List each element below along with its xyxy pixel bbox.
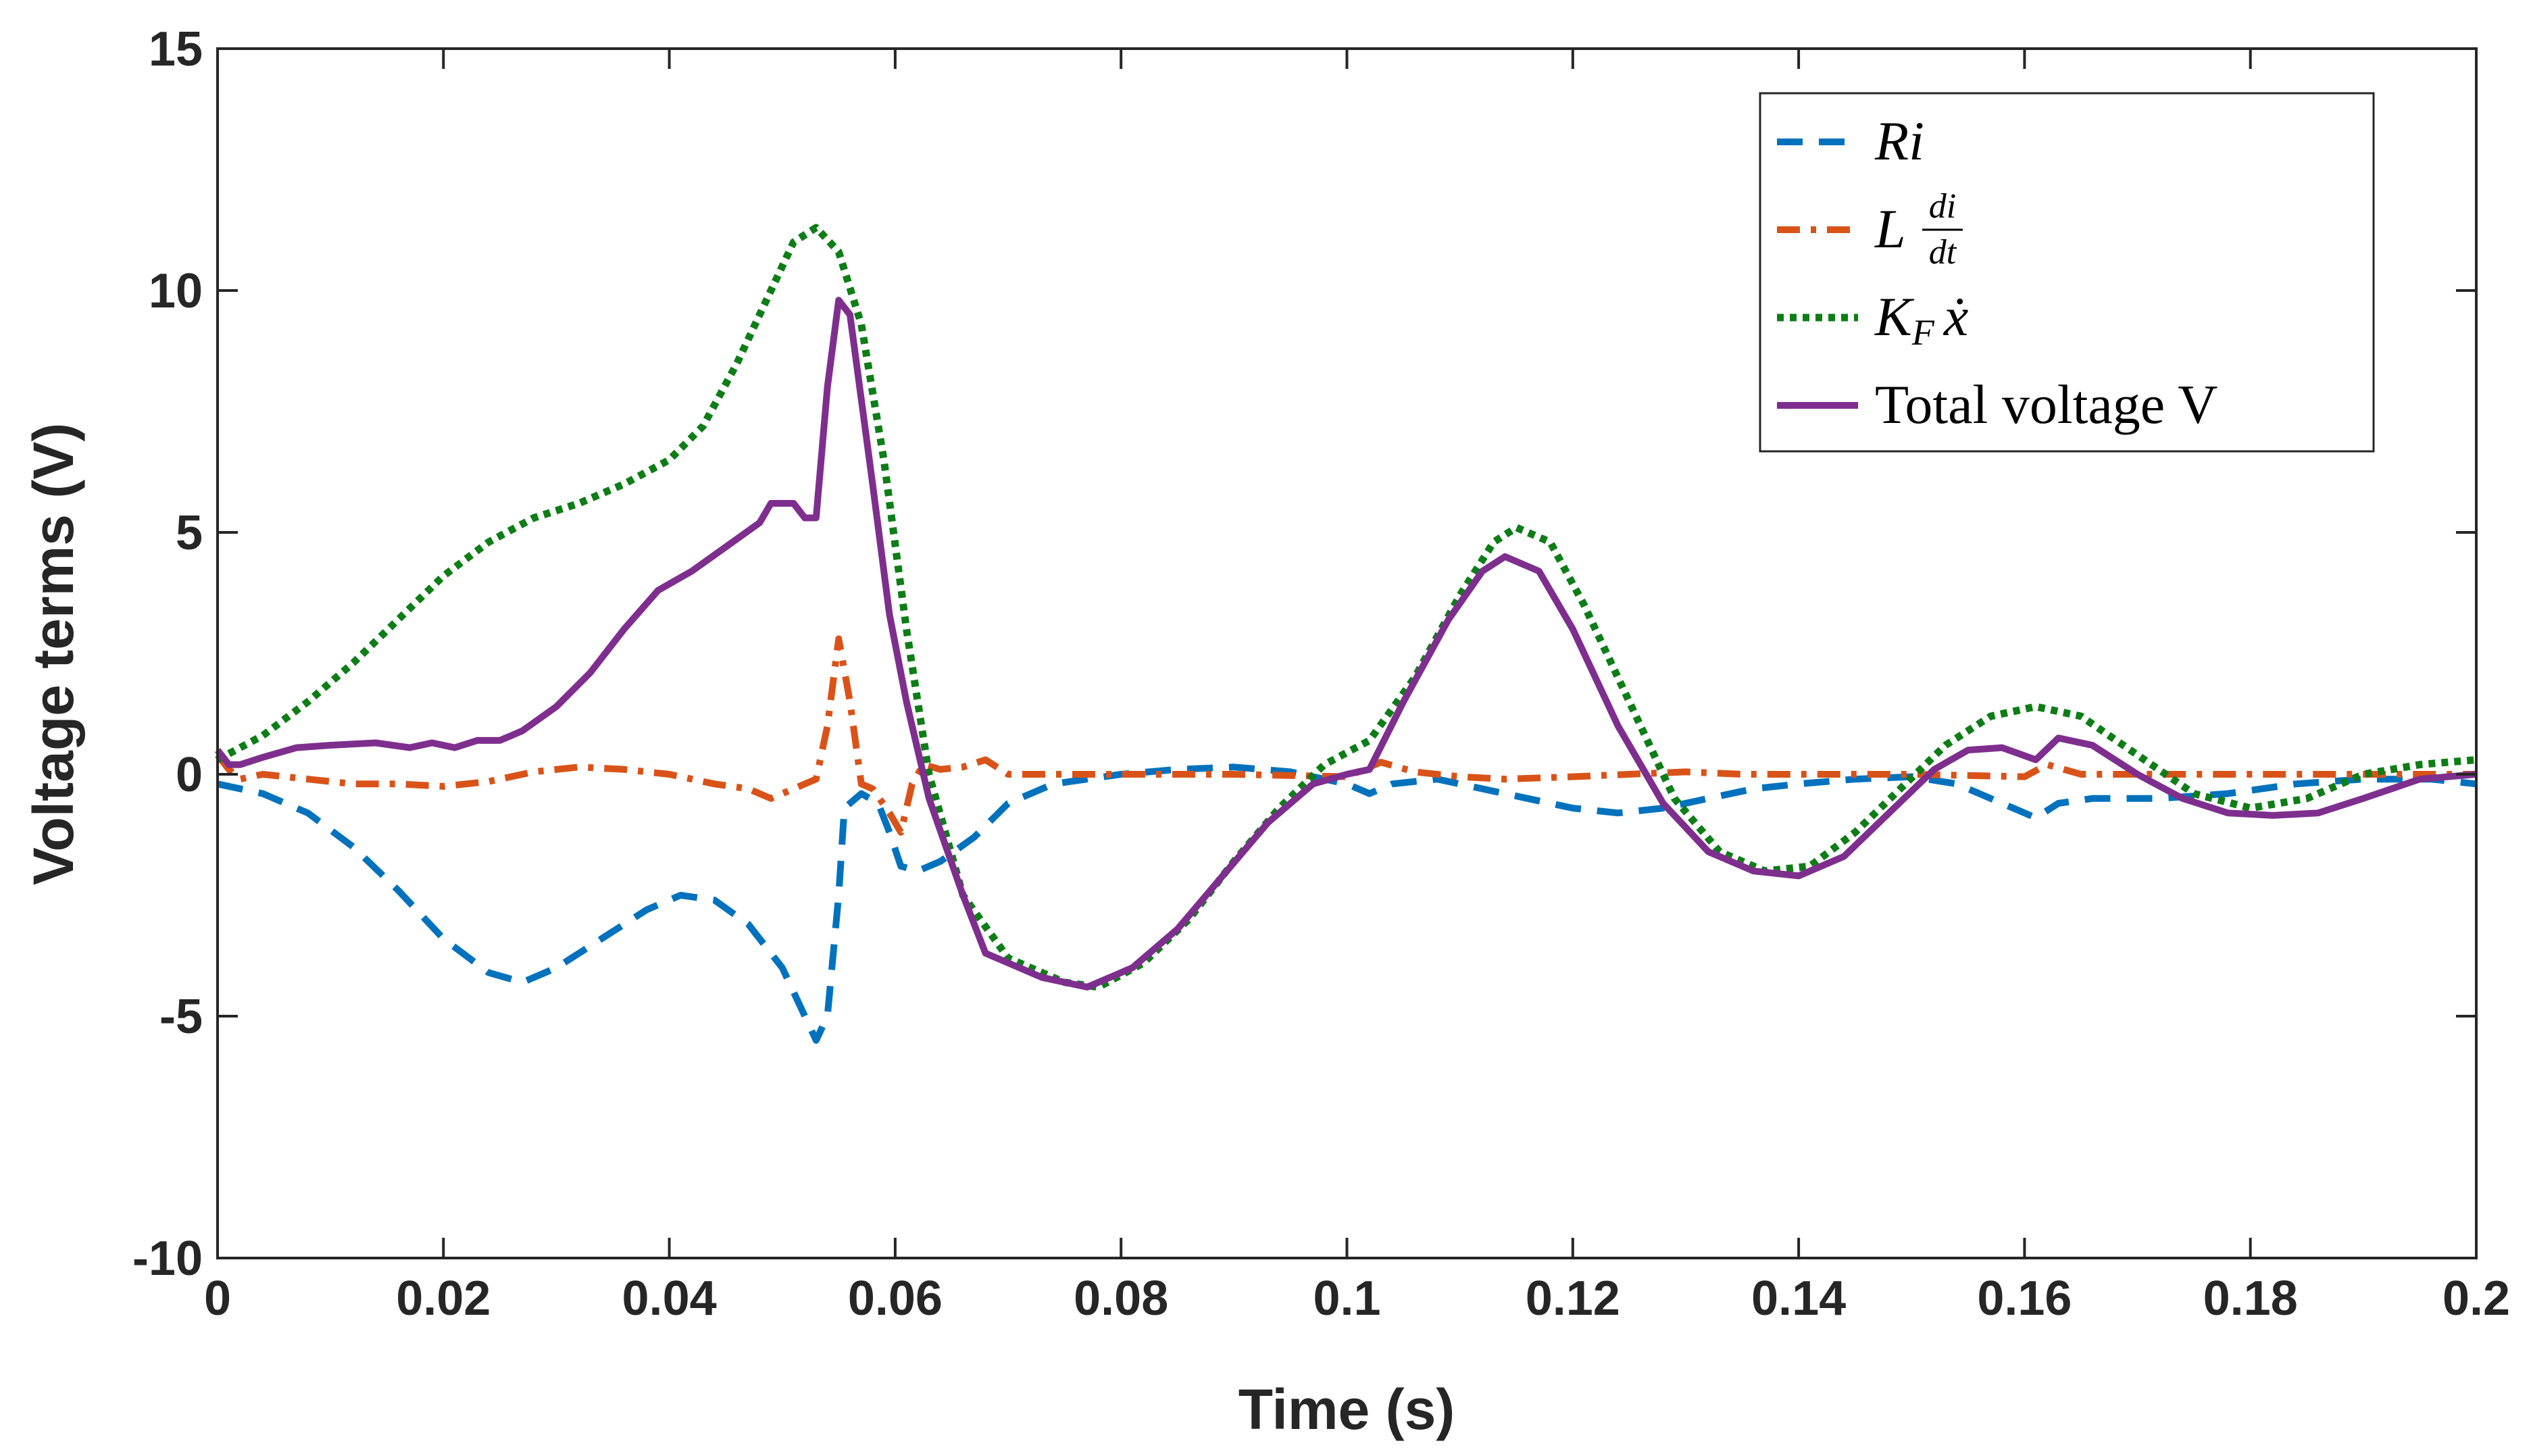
legend-label-ldidt-denominator: dt [1929,233,1957,272]
y-axis: -10 -5 0 5 10 15 [132,22,2476,1286]
y-tick-label: 5 [176,506,203,560]
legend-label-ldidt: L [1874,198,1906,259]
x-tick-label: 0.16 [1977,1272,2072,1326]
legend-label-total: Total voltage V [1875,374,2217,435]
legend-label-ldidt-main: L [1874,198,1906,259]
x-tick-label: 0.04 [622,1272,717,1326]
legend: Ri L di dt KF ẋ Total voltage V [1759,92,2375,453]
x-tick-label: 0.12 [1526,1272,1620,1326]
series-line-3 [215,297,2477,990]
x-tick-label: 0.08 [1074,1272,1168,1326]
legend-label-kfx: KF ẋ [1874,286,1968,353]
x-tick-label: 0.1 [1313,1272,1380,1326]
x-tick-label: 0.06 [848,1272,943,1326]
legend-label-ri: Ri [1874,110,1924,172]
y-tick-label: -10 [132,1232,203,1286]
legend-label-kfx-main: K [1874,286,1915,347]
legend-label-kfx-sub: F [1911,312,1935,353]
x-tick-label: 0 [204,1272,231,1326]
y-tick-label: 0 [176,748,203,802]
legend-box [1759,92,2375,453]
x-tick-label: 0.2 [2442,1272,2510,1326]
series-layer [215,224,2477,1044]
x-axis: 0 0.02 0.04 0.06 0.08 0.1 0.12 0.14 0.16 0.18 0.2 [204,49,2510,1326]
legend-label-kfx-var: ẋ [1943,286,1968,347]
series-line-0 [216,763,2477,1044]
y-tick-label: 10 [149,264,203,318]
x-axis-label: Time (s) [1238,1378,1455,1441]
y-tick-label: -5 [159,990,203,1044]
series-line-1 [215,635,2476,836]
legend-label-ldidt-numerator: di [1929,187,1956,226]
y-tick-label: 15 [149,22,203,76]
x-tick-label: 0.14 [1751,1272,1846,1326]
x-tick-label: 0.18 [2203,1272,2298,1326]
y-axis-label: Voltage terms (V) [22,423,85,886]
x-tick-label: 0.02 [396,1272,491,1326]
